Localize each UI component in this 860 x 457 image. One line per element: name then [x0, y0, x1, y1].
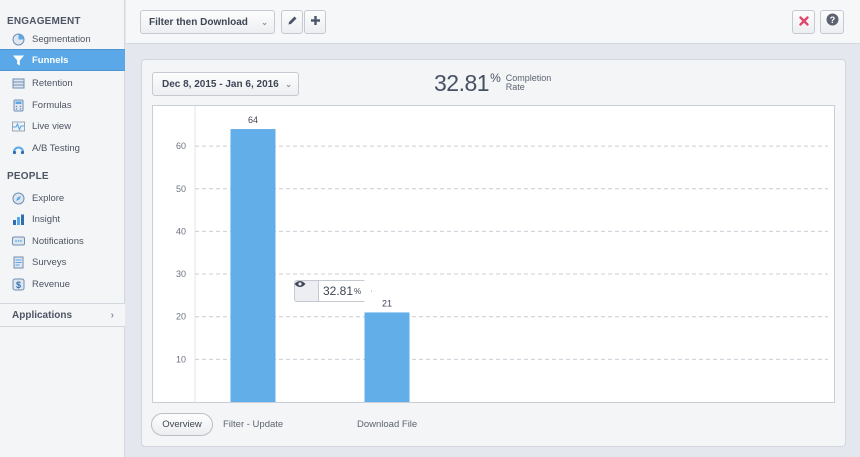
funnel-bar[interactable]: [364, 312, 410, 402]
y-tick-label: 30: [176, 269, 186, 279]
funnel-panel: Dec 8, 2015 - Jan 6, 2016 ⌄ 32.81 % Comp…: [141, 59, 846, 447]
sidebar-item-notifications[interactable]: Notifications: [0, 230, 125, 252]
bar-value-label: 64: [248, 115, 258, 125]
step-label[interactable]: Filter - Update: [223, 419, 284, 430]
date-range-value: Dec 8, 2015 - Jan 6, 2016: [162, 78, 279, 90]
y-tick-label: 20: [176, 312, 186, 322]
sidebar-item-ab-testing[interactable]: A/B Testing: [0, 137, 125, 159]
completion-rate: 32.81 % Completion Rate: [434, 70, 551, 97]
funnel-bar[interactable]: [230, 129, 276, 402]
overview-button[interactable]: Overview: [151, 413, 213, 436]
sidebar-item-funnels[interactable]: Funnels: [0, 49, 125, 71]
sidebar-item-insight[interactable]: Insight: [0, 208, 125, 230]
revenue-icon: $: [11, 277, 25, 291]
pulse-icon: [11, 119, 25, 133]
chevron-down-icon: ⌄: [261, 17, 268, 27]
sidebar-item-label: A/B Testing: [32, 142, 80, 154]
completion-rate-value: 32.81: [434, 70, 490, 96]
step-label[interactable]: Download File: [357, 419, 418, 430]
retention-grid-icon: [11, 76, 25, 90]
close-icon: [798, 13, 809, 31]
chevron-down-icon: ⌄: [285, 79, 292, 89]
y-tick-label: 10: [176, 354, 186, 364]
sidebar-item-label: Explore: [32, 192, 65, 204]
ab-test-icon: [11, 141, 25, 155]
completion-rate-percent: %: [490, 71, 501, 85]
conversion-tooltip[interactable]: 32.81%: [294, 280, 373, 302]
sidebar-item-retention[interactable]: Retention: [0, 72, 125, 94]
y-tick-label: 50: [176, 184, 186, 194]
edit-button[interactable]: [281, 10, 303, 34]
pencil-icon: [287, 13, 298, 31]
notifications-icon: [11, 234, 25, 248]
report-select[interactable]: Filter then Download ⌄: [140, 10, 275, 34]
completion-rate-label-line1: Completion: [505, 73, 552, 83]
sidebar-item-revenue[interactable]: $ Revenue: [0, 273, 125, 295]
applications-label: Applications: [12, 309, 73, 321]
report-select-value: Filter then Download: [149, 16, 248, 28]
surveys-icon: [11, 255, 25, 269]
sidebar-item-label: Insight: [32, 213, 60, 225]
funnel-chart: 10 20 30 40 50 60 64 21 32.81%: [152, 105, 835, 403]
insight-icon: [11, 212, 25, 226]
sidebar-item-label: Segmentation: [32, 33, 91, 45]
sidebar: ENGAGEMENT Segmentation Funnels Retentio…: [0, 0, 125, 457]
sidebar-item-label: Retention: [32, 77, 73, 89]
sidebar-item-segmentation[interactable]: Segmentation: [0, 28, 125, 50]
people-section-title: PEOPLE: [7, 171, 49, 182]
sidebar-item-label: Funnels: [32, 54, 69, 66]
sidebar-item-label: Notifications: [32, 235, 84, 247]
sidebar-item-label: Live view: [32, 120, 72, 132]
explore-icon: [11, 191, 25, 205]
applications-menu[interactable]: Applications ›: [0, 303, 125, 327]
pie-chart-icon: [11, 32, 25, 46]
completion-rate-label: Completion Rate: [506, 74, 552, 92]
calculator-icon: [11, 98, 25, 112]
help-button[interactable]: ?: [820, 10, 844, 34]
chevron-right-icon: ›: [110, 309, 114, 321]
bar-value-label: 21: [382, 298, 392, 308]
funnel-chart-svg: 10 20 30 40 50 60 64 21: [176, 106, 828, 402]
date-range-select[interactable]: Dec 8, 2015 - Jan 6, 2016 ⌄: [152, 72, 299, 96]
y-tick-label: 60: [176, 141, 186, 151]
sidebar-item-explore[interactable]: Explore: [0, 187, 125, 209]
toolbar: Filter then Download ⌄ ?: [126, 0, 860, 44]
svg-text:?: ?: [829, 15, 835, 25]
sidebar-item-formulas[interactable]: Formulas: [0, 94, 125, 116]
sidebar-item-label: Revenue: [32, 278, 71, 290]
add-button[interactable]: [304, 10, 326, 34]
funnel-icon: [11, 53, 25, 67]
sidebar-item-label: Formulas: [32, 99, 72, 111]
plus-icon: [310, 13, 321, 31]
conversion-tooltip-value: 32.81%: [318, 280, 373, 302]
conversion-tooltip-percent: %: [354, 286, 362, 296]
svg-text:$: $: [15, 280, 20, 290]
sidebar-item-surveys[interactable]: Surveys: [0, 251, 125, 273]
conversion-tooltip-number: 32.81: [323, 284, 354, 298]
eye-icon: [294, 280, 318, 302]
help-icon: ?: [826, 13, 839, 31]
completion-rate-label-line2: Rate: [505, 82, 525, 92]
sidebar-item-label: Surveys: [32, 256, 67, 268]
engagement-section-title: ENGAGEMENT: [7, 16, 81, 27]
sidebar-item-live-view[interactable]: Live view: [0, 115, 125, 137]
delete-button[interactable]: [792, 10, 815, 34]
y-tick-label: 40: [176, 226, 186, 236]
